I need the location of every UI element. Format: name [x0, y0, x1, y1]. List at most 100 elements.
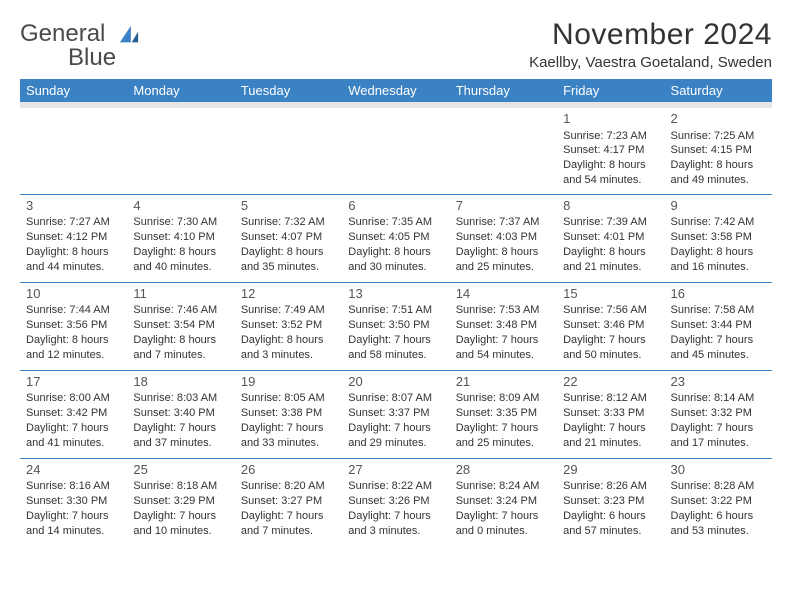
calendar-day-cell: 26Sunrise: 8:20 AMSunset: 3:27 PMDayligh…: [235, 458, 342, 546]
daylight-line: and 54 minutes.: [563, 173, 658, 188]
calendar-day-cell: 7Sunrise: 7:37 AMSunset: 4:03 PMDaylight…: [450, 194, 557, 282]
daylight-line: and 57 minutes.: [563, 524, 658, 539]
daylight-line: and 30 minutes.: [348, 260, 443, 275]
daylight-line: Daylight: 7 hours: [563, 421, 658, 436]
calendar-day-cell: [20, 105, 127, 194]
sunrise-line: Sunrise: 8:28 AM: [671, 479, 766, 494]
daylight-line: Daylight: 8 hours: [563, 245, 658, 260]
sunset-line: Sunset: 3:24 PM: [456, 494, 551, 509]
daylight-line: and 17 minutes.: [671, 436, 766, 451]
sunset-line: Sunset: 3:22 PM: [671, 494, 766, 509]
day-number: 2: [671, 110, 766, 128]
daylight-line: and 40 minutes.: [133, 260, 228, 275]
sunset-line: Sunset: 3:42 PM: [26, 406, 121, 421]
sunset-line: Sunset: 3:50 PM: [348, 318, 443, 333]
sunset-line: Sunset: 4:17 PM: [563, 143, 658, 158]
sunrise-line: Sunrise: 7:37 AM: [456, 215, 551, 230]
daylight-line: and 41 minutes.: [26, 436, 121, 451]
daylight-line: Daylight: 7 hours: [671, 421, 766, 436]
sunset-line: Sunset: 3:23 PM: [563, 494, 658, 509]
sunrise-line: Sunrise: 7:32 AM: [241, 215, 336, 230]
sunrise-line: Sunrise: 7:49 AM: [241, 303, 336, 318]
calendar-day-cell: [450, 105, 557, 194]
daylight-line: Daylight: 7 hours: [26, 421, 121, 436]
day-number: 10: [26, 285, 121, 303]
calendar-day-cell: 8Sunrise: 7:39 AMSunset: 4:01 PMDaylight…: [557, 194, 664, 282]
day-number: 16: [671, 285, 766, 303]
daylight-line: and 25 minutes.: [456, 436, 551, 451]
daylight-line: and 10 minutes.: [133, 524, 228, 539]
sunset-line: Sunset: 3:56 PM: [26, 318, 121, 333]
calendar-day-cell: 21Sunrise: 8:09 AMSunset: 3:35 PMDayligh…: [450, 370, 557, 458]
daylight-line: Daylight: 8 hours: [26, 333, 121, 348]
calendar-day-cell: 13Sunrise: 7:51 AMSunset: 3:50 PMDayligh…: [342, 282, 449, 370]
day-number: 14: [456, 285, 551, 303]
sunrise-line: Sunrise: 7:23 AM: [563, 129, 658, 144]
sunrise-line: Sunrise: 8:03 AM: [133, 391, 228, 406]
sunrise-line: Sunrise: 8:07 AM: [348, 391, 443, 406]
calendar-day-cell: 9Sunrise: 7:42 AMSunset: 3:58 PMDaylight…: [665, 194, 772, 282]
sunrise-line: Sunrise: 7:46 AM: [133, 303, 228, 318]
daylight-line: Daylight: 6 hours: [563, 509, 658, 524]
logo-text-blue: Blue: [68, 44, 116, 71]
daylight-line: and 16 minutes.: [671, 260, 766, 275]
calendar-day-cell: 22Sunrise: 8:12 AMSunset: 3:33 PMDayligh…: [557, 370, 664, 458]
daylight-line: Daylight: 7 hours: [241, 421, 336, 436]
day-number: 9: [671, 197, 766, 215]
daylight-line: Daylight: 7 hours: [348, 421, 443, 436]
calendar-day-cell: 20Sunrise: 8:07 AMSunset: 3:37 PMDayligh…: [342, 370, 449, 458]
calendar-day-cell: 23Sunrise: 8:14 AMSunset: 3:32 PMDayligh…: [665, 370, 772, 458]
sunset-line: Sunset: 3:26 PM: [348, 494, 443, 509]
calendar-day-cell: 3Sunrise: 7:27 AMSunset: 4:12 PMDaylight…: [20, 194, 127, 282]
calendar-day-cell: 10Sunrise: 7:44 AMSunset: 3:56 PMDayligh…: [20, 282, 127, 370]
day-number: 6: [348, 197, 443, 215]
day-header: Monday: [127, 79, 234, 105]
calendar-day-cell: 11Sunrise: 7:46 AMSunset: 3:54 PMDayligh…: [127, 282, 234, 370]
daylight-line: and 45 minutes.: [671, 348, 766, 363]
daylight-line: Daylight: 8 hours: [563, 158, 658, 173]
sunrise-line: Sunrise: 7:58 AM: [671, 303, 766, 318]
calendar-table: SundayMondayTuesdayWednesdayThursdayFrid…: [20, 79, 772, 546]
sunset-line: Sunset: 4:10 PM: [133, 230, 228, 245]
sunrise-line: Sunrise: 8:09 AM: [456, 391, 551, 406]
calendar-day-cell: 18Sunrise: 8:03 AMSunset: 3:40 PMDayligh…: [127, 370, 234, 458]
calendar-header-row: SundayMondayTuesdayWednesdayThursdayFrid…: [20, 79, 772, 105]
sunrise-line: Sunrise: 8:00 AM: [26, 391, 121, 406]
sunrise-line: Sunrise: 7:56 AM: [563, 303, 658, 318]
day-number: 22: [563, 373, 658, 391]
sunrise-line: Sunrise: 7:35 AM: [348, 215, 443, 230]
daylight-line: and 12 minutes.: [26, 348, 121, 363]
daylight-line: and 21 minutes.: [563, 260, 658, 275]
day-number: 13: [348, 285, 443, 303]
daylight-line: Daylight: 7 hours: [241, 509, 336, 524]
day-header: Tuesday: [235, 79, 342, 105]
logo-text-general: General: [20, 20, 105, 47]
sunrise-line: Sunrise: 7:53 AM: [456, 303, 551, 318]
sunrise-line: Sunrise: 8:26 AM: [563, 479, 658, 494]
day-number: 12: [241, 285, 336, 303]
sunset-line: Sunset: 4:07 PM: [241, 230, 336, 245]
sunrise-line: Sunrise: 7:44 AM: [26, 303, 121, 318]
daylight-line: Daylight: 8 hours: [456, 245, 551, 260]
daylight-line: Daylight: 7 hours: [456, 509, 551, 524]
sunset-line: Sunset: 3:58 PM: [671, 230, 766, 245]
daylight-line: Daylight: 8 hours: [671, 158, 766, 173]
calendar-day-cell: 1Sunrise: 7:23 AMSunset: 4:17 PMDaylight…: [557, 105, 664, 194]
sunset-line: Sunset: 3:46 PM: [563, 318, 658, 333]
calendar-day-cell: [235, 105, 342, 194]
calendar-day-cell: 24Sunrise: 8:16 AMSunset: 3:30 PMDayligh…: [20, 458, 127, 546]
sunset-line: Sunset: 3:32 PM: [671, 406, 766, 421]
title-block: November 2024 Kaellby, Vaestra Goetaland…: [529, 18, 772, 71]
calendar-day-cell: 2Sunrise: 7:25 AMSunset: 4:15 PMDaylight…: [665, 105, 772, 194]
sunset-line: Sunset: 4:05 PM: [348, 230, 443, 245]
day-number: 28: [456, 461, 551, 479]
day-header: Sunday: [20, 79, 127, 105]
calendar-week-row: 1Sunrise: 7:23 AMSunset: 4:17 PMDaylight…: [20, 105, 772, 194]
sunrise-line: Sunrise: 7:25 AM: [671, 129, 766, 144]
day-number: 21: [456, 373, 551, 391]
day-number: 4: [133, 197, 228, 215]
day-number: 18: [133, 373, 228, 391]
daylight-line: and 21 minutes.: [563, 436, 658, 451]
day-number: 5: [241, 197, 336, 215]
daylight-line: and 35 minutes.: [241, 260, 336, 275]
